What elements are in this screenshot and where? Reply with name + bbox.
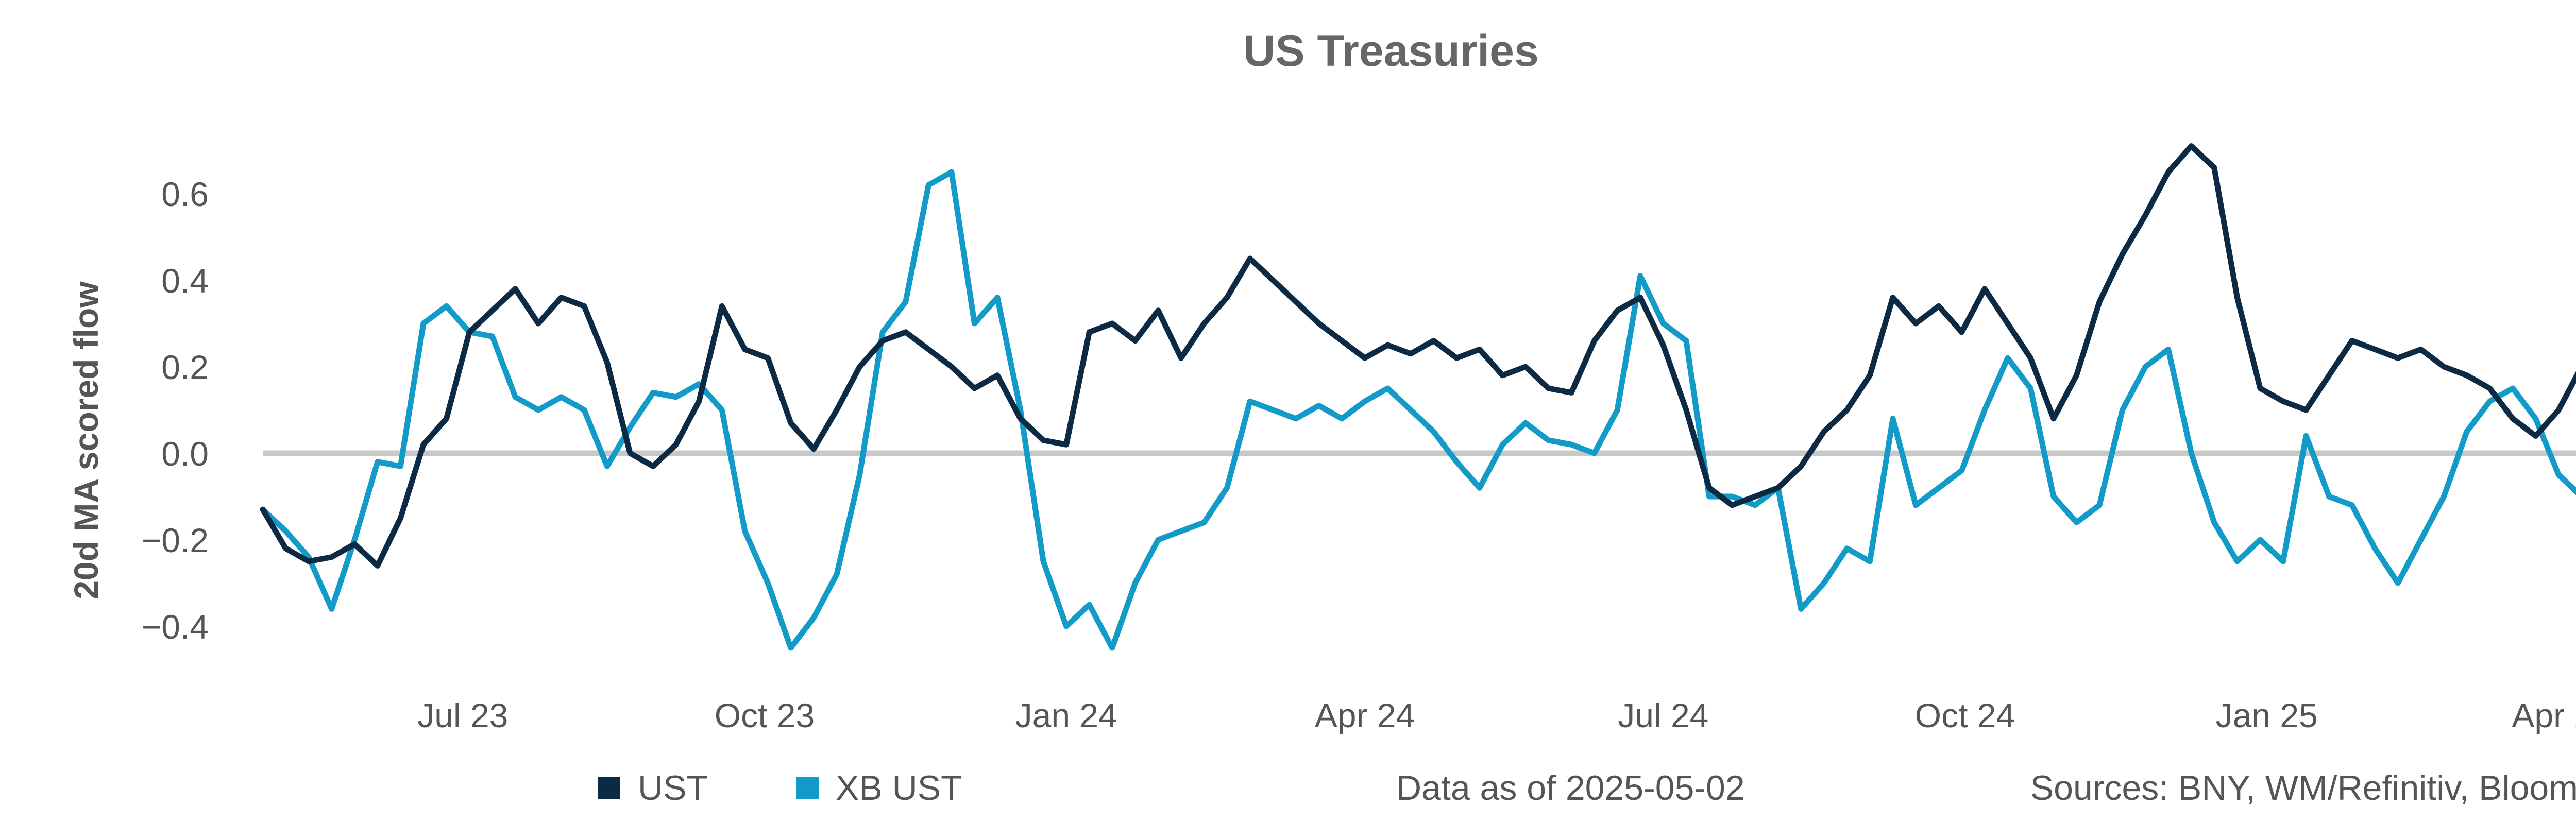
x-tick-label: Oct 23 <box>715 696 815 734</box>
data-as-of-note: Data as of 2025-05-02 <box>1396 768 1745 808</box>
x-tick-label: Jul 23 <box>417 696 508 734</box>
y-tick-label: 0.4 <box>161 262 209 300</box>
y-tick-label: 0.2 <box>161 348 209 386</box>
y-tick-label: 0.6 <box>161 175 209 213</box>
legend-label-xb-ust: XB UST <box>836 768 962 808</box>
x-tick-label: Jul 24 <box>1618 696 1708 734</box>
y-tick-label: −0.4 <box>142 608 209 646</box>
legend-swatch-xb-ust <box>796 777 819 799</box>
x-axis-ticks: Jul 23 Oct 23 Jan 24 Apr 24 Jul 24 Oct 24 Jan … <box>417 696 2576 734</box>
legend-swatch-ust <box>598 777 620 799</box>
y-tick-label: 0.0 <box>161 435 209 473</box>
x-tick-label: Oct 24 <box>1915 696 2015 734</box>
chart-title: US Treasuries <box>1243 26 1539 76</box>
series-line-xb-ust <box>260 169 2576 651</box>
sources-note: Sources: BNY, WM/Refinitiv, Bloomberg <box>2030 768 2576 808</box>
x-tick-label: Apr 25 <box>2512 696 2576 734</box>
y-tick-label: −0.2 <box>142 521 209 559</box>
y-axis-label: 20d MA scored flow <box>67 281 105 600</box>
x-tick-label: Apr 24 <box>1315 696 1415 734</box>
series-line-ust <box>260 143 2576 569</box>
x-tick-label: Jan 24 <box>1015 696 1117 734</box>
legend-label-ust: UST <box>638 768 708 808</box>
y-axis-ticks: −0.4 −0.2 0.0 0.2 0.4 0.6 <box>142 175 209 646</box>
x-tick-label: Jan 25 <box>2216 696 2318 734</box>
series-group <box>260 143 2576 651</box>
